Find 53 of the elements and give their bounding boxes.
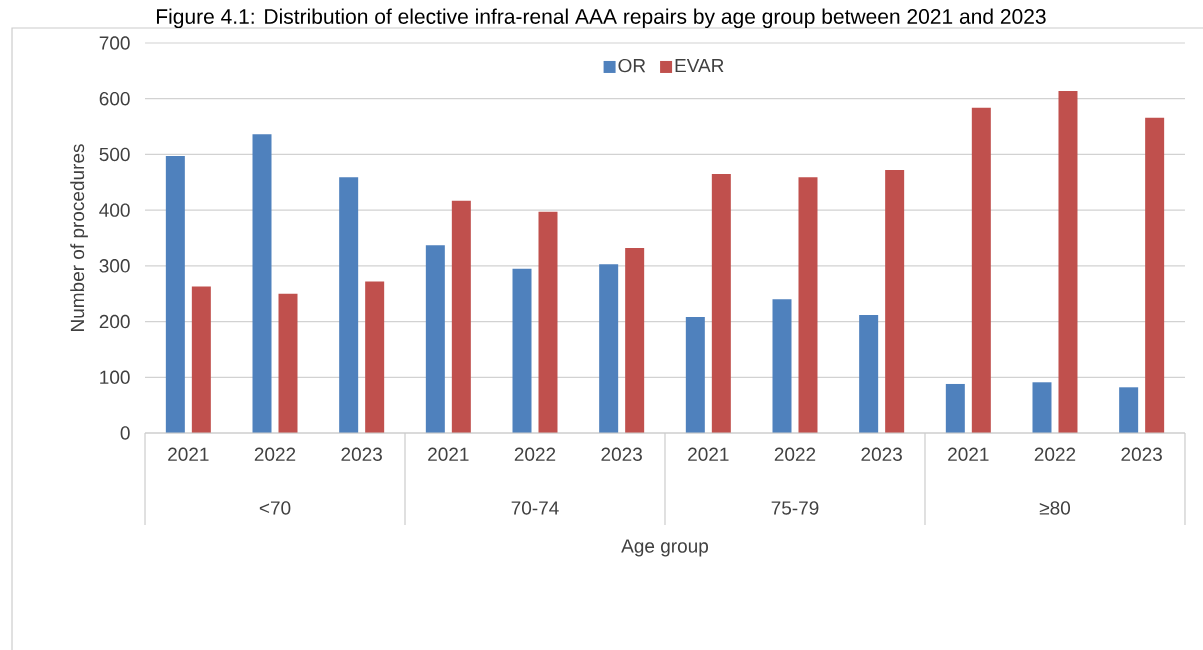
y-tick-label: 200 <box>99 314 130 329</box>
y-tick-label: 600 <box>99 91 130 106</box>
bar <box>1145 117 1165 433</box>
bar <box>1119 387 1139 433</box>
bar <box>685 317 705 433</box>
chart-title: Figure 4.1: Distribution of elective infra-renal AAA repairs by age group between 2021 and 2023 <box>156 8 1046 29</box>
bar <box>1032 382 1052 433</box>
bar <box>971 107 991 433</box>
bar <box>1058 90 1078 433</box>
y-tick-label: 0 <box>120 426 130 440</box>
bar <box>252 134 272 433</box>
bar <box>165 156 185 433</box>
y-tick-label: 500 <box>99 147 130 162</box>
bar <box>945 383 965 433</box>
bar <box>339 177 359 433</box>
x-tick-label: 2022 <box>254 447 296 461</box>
bar <box>772 299 792 433</box>
x-tick-label: 2021 <box>688 447 729 461</box>
bar <box>798 177 818 433</box>
bar <box>191 286 211 433</box>
text: <70 <box>259 501 291 515</box>
bar <box>711 173 731 433</box>
x-tick-label: 2023 <box>341 447 382 461</box>
legend-label: OR <box>618 58 646 73</box>
bar <box>365 281 385 433</box>
y-tick-label: 400 <box>99 203 130 217</box>
x-tick-label: 2021 <box>168 447 209 461</box>
y-tick-label: 300 <box>99 259 130 273</box>
y-axis-title: Number of procedures <box>70 144 88 331</box>
bar <box>599 264 619 433</box>
x-tick-label: 2023 <box>861 447 902 461</box>
x-tick-label: 2023 <box>1121 447 1162 461</box>
bar <box>625 248 645 433</box>
bar <box>512 268 532 433</box>
x-tick-label: 2021 <box>948 447 989 461</box>
bar <box>451 200 471 433</box>
bar <box>278 293 298 433</box>
x-tick-label: 2022 <box>774 447 816 461</box>
text: 70-74 <box>511 501 559 515</box>
x-tick-label: 2021 <box>428 447 469 461</box>
x-tick-label: 2023 <box>601 447 642 461</box>
y-tick-label: 700 <box>99 36 130 50</box>
x-axis-title: Age group <box>621 539 709 557</box>
x-tick-label: 2022 <box>514 447 556 461</box>
bar <box>538 211 558 433</box>
x-tick-label: 2022 <box>1034 447 1076 461</box>
bar <box>859 314 879 433</box>
bar <box>425 245 445 433</box>
bar <box>885 170 905 433</box>
y-tick-label: 100 <box>100 370 130 384</box>
legend-label: EVAR <box>675 59 724 73</box>
text: 75-79 <box>771 501 819 515</box>
text: ≥80 <box>1039 501 1071 515</box>
